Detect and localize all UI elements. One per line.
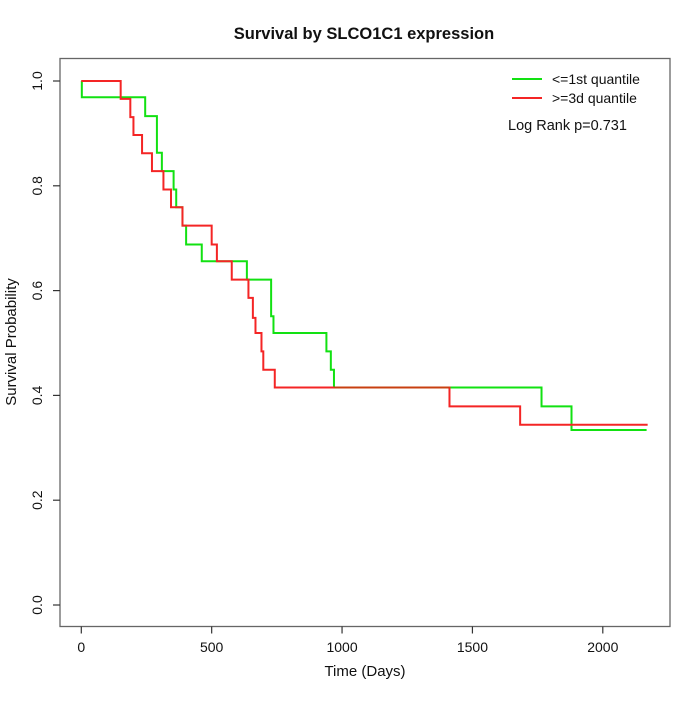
y-tick-label: 0.2 [29,490,45,510]
x-axis-ticks: 0 500 1000 1500 2000 [77,626,619,655]
x-axis-label: Time (Days) [324,663,405,680]
curve-ge-3d-quantile [81,80,648,426]
y-tick-label: 0.6 [29,281,45,301]
chart-title: Survival by SLCO1C1 expression [234,25,494,43]
legend-label-le-1st-quantile: <=1st quantile [552,71,640,87]
log-rank-p-value: Log Rank p=0.731 [508,118,627,134]
plot-border [59,57,671,628]
y-axis-label: Survival Probability [3,278,20,406]
x-tick-label: 500 [200,639,224,655]
legend: <=1st quantile >=3d quantile Log Rank p=… [508,71,640,134]
x-tick-label: 0 [77,639,85,655]
x-tick-label: 1000 [326,639,357,655]
y-tick-label: 1.0 [29,71,45,91]
y-axis-ticks: 0.0 0.2 0.4 0.6 0.8 1.0 [29,71,60,615]
x-tick-label: 2000 [587,639,618,655]
curve-le-1st-quantile [80,80,647,431]
survival-curves [80,80,648,431]
y-tick-label: 0.4 [29,385,45,405]
y-tick-label: 0.8 [29,176,45,196]
legend-label-ge-3d-quantile: >=3d quantile [552,90,637,106]
y-tick-label: 0.0 [29,595,45,615]
x-tick-label: 1500 [457,639,488,655]
